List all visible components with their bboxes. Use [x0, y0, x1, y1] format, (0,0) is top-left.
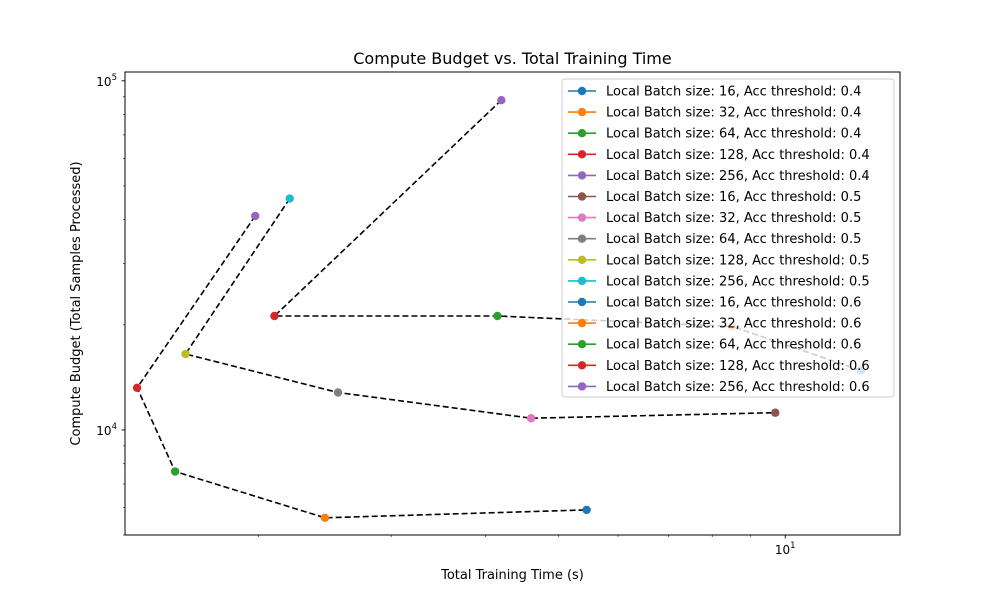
legend-marker	[577, 107, 587, 117]
data-point-4	[132, 383, 142, 393]
y-tick-label: 104	[96, 422, 117, 438]
legend-label: Local Batch size: 128, Acc threshold: 0.…	[606, 359, 870, 374]
legend-label: Local Batch size: 16, Acc threshold: 0.6	[606, 296, 861, 311]
x-tick-label: 101	[775, 541, 796, 557]
legend-frame	[561, 78, 895, 398]
legend-item: Local Batch size: 16, Acc threshold: 0.6	[568, 296, 861, 311]
legend: Local Batch size: 16, Acc threshold: 0.4…	[561, 78, 895, 398]
legend-label: Local Batch size: 64, Acc threshold: 0.5	[606, 232, 861, 247]
legend-item: Local Batch size: 256, Acc threshold: 0.…	[568, 380, 870, 395]
legend-label: Local Batch size: 256, Acc threshold: 0.…	[606, 380, 870, 395]
legend-item: Local Batch size: 128, Acc threshold: 0.…	[568, 253, 870, 268]
legend-marker	[577, 234, 587, 243]
legend-marker	[577, 276, 587, 286]
chart-title: Compute Budget vs. Total Training Time	[353, 49, 671, 68]
legend-item: Local Batch size: 32, Acc threshold: 0.5	[568, 211, 861, 226]
legend-item: Local Batch size: 64, Acc threshold: 0.5	[568, 232, 861, 247]
legend-marker	[577, 382, 587, 391]
y-axis-ticks: 104 105	[96, 73, 125, 536]
legend-item: Local Batch size: 256, Acc threshold: 0.…	[568, 169, 870, 184]
legend-marker	[577, 171, 587, 180]
data-point-13	[493, 311, 502, 321]
legend-label: Local Batch size: 256, Acc threshold: 0.…	[606, 169, 870, 184]
legend-marker	[577, 150, 587, 159]
data-point-7	[526, 414, 536, 423]
legend-label: Local Batch size: 32, Acc threshold: 0.4	[606, 106, 861, 121]
data-point-5	[251, 211, 260, 221]
legend-item: Local Batch size: 64, Acc threshold: 0.6	[568, 338, 861, 353]
legend-item: Local Batch size: 16, Acc threshold: 0.5	[568, 190, 861, 205]
y-tick-label: 105	[96, 73, 117, 89]
legend-label: Local Batch size: 32, Acc threshold: 0.5	[606, 211, 861, 226]
legend-marker	[577, 318, 587, 328]
data-point-8	[333, 388, 343, 397]
legend-label: Local Batch size: 16, Acc threshold: 0.5	[606, 190, 861, 205]
data-point-9	[181, 349, 190, 359]
data-point-14	[270, 311, 279, 321]
data-point-15	[497, 96, 506, 105]
legend-marker	[577, 255, 587, 264]
x-axis-ticks: 101	[258, 535, 796, 557]
data-point-2	[320, 513, 330, 523]
legend-label: Local Batch size: 32, Acc threshold: 0.6	[606, 317, 861, 332]
legend-item: Local Batch size: 128, Acc threshold: 0.…	[568, 359, 870, 374]
legend-item: Local Batch size: 16, Acc threshold: 0.4	[568, 85, 861, 100]
x-axis-label: Total Training Time (s)	[440, 568, 584, 583]
legend-item: Local Batch size: 64, Acc threshold: 0.4	[568, 127, 861, 142]
legend-marker	[577, 213, 587, 222]
legend-label: Local Batch size: 128, Acc threshold: 0.…	[606, 148, 870, 163]
legend-label: Local Batch size: 256, Acc threshold: 0.…	[606, 274, 870, 289]
data-point-1	[582, 505, 591, 515]
legend-marker	[577, 86, 587, 96]
legend-label: Local Batch size: 64, Acc threshold: 0.4	[606, 127, 861, 142]
legend-label: Local Batch size: 128, Acc threshold: 0.…	[606, 253, 870, 268]
legend-marker	[577, 129, 587, 138]
legend-label: Local Batch size: 16, Acc threshold: 0.4	[606, 85, 861, 100]
legend-marker	[577, 340, 587, 349]
data-point-10	[285, 194, 294, 203]
y-axis-label: Compute Budget (Total Samples Processed)	[69, 161, 84, 445]
connector-line-threshold-0.4	[136, 215, 587, 519]
data-point-6	[771, 408, 780, 417]
data-point-3	[170, 467, 180, 476]
legend-item: Local Batch size: 256, Acc threshold: 0.…	[568, 274, 870, 289]
plot-frame	[124, 71, 901, 536]
legend-label: Local Batch size: 64, Acc threshold: 0.6	[606, 338, 861, 353]
legend-item: Local Batch size: 128, Acc threshold: 0.…	[568, 148, 870, 163]
legend-marker	[577, 361, 587, 370]
legend-item: Local Batch size: 32, Acc threshold: 0.4	[568, 106, 861, 121]
legend-item: Local Batch size: 32, Acc threshold: 0.6	[568, 317, 861, 332]
legend-marker	[577, 297, 587, 307]
legend-marker	[577, 192, 587, 201]
